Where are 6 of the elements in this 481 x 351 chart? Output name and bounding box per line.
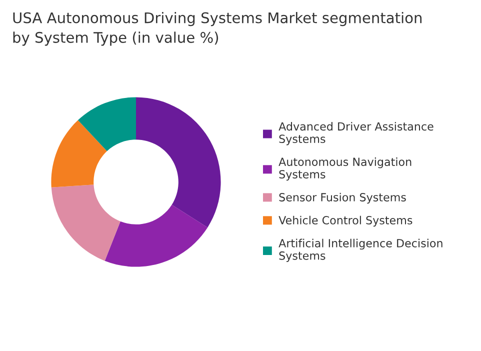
legend-label: Advanced Driver Assistance Systems	[278, 122, 434, 146]
legend-label: Vehicle Control Systems	[278, 216, 412, 227]
legend-label: Autonomous Navigation Systems	[278, 157, 412, 181]
chart-title: USA Autonomous Driving Systems Market segmentation by System Type (in value %)	[13, 12, 422, 46]
legend-label: Sensor Fusion Systems	[279, 192, 406, 204]
legend-label: Artificial Intelligence Decision Systems	[278, 238, 442, 262]
